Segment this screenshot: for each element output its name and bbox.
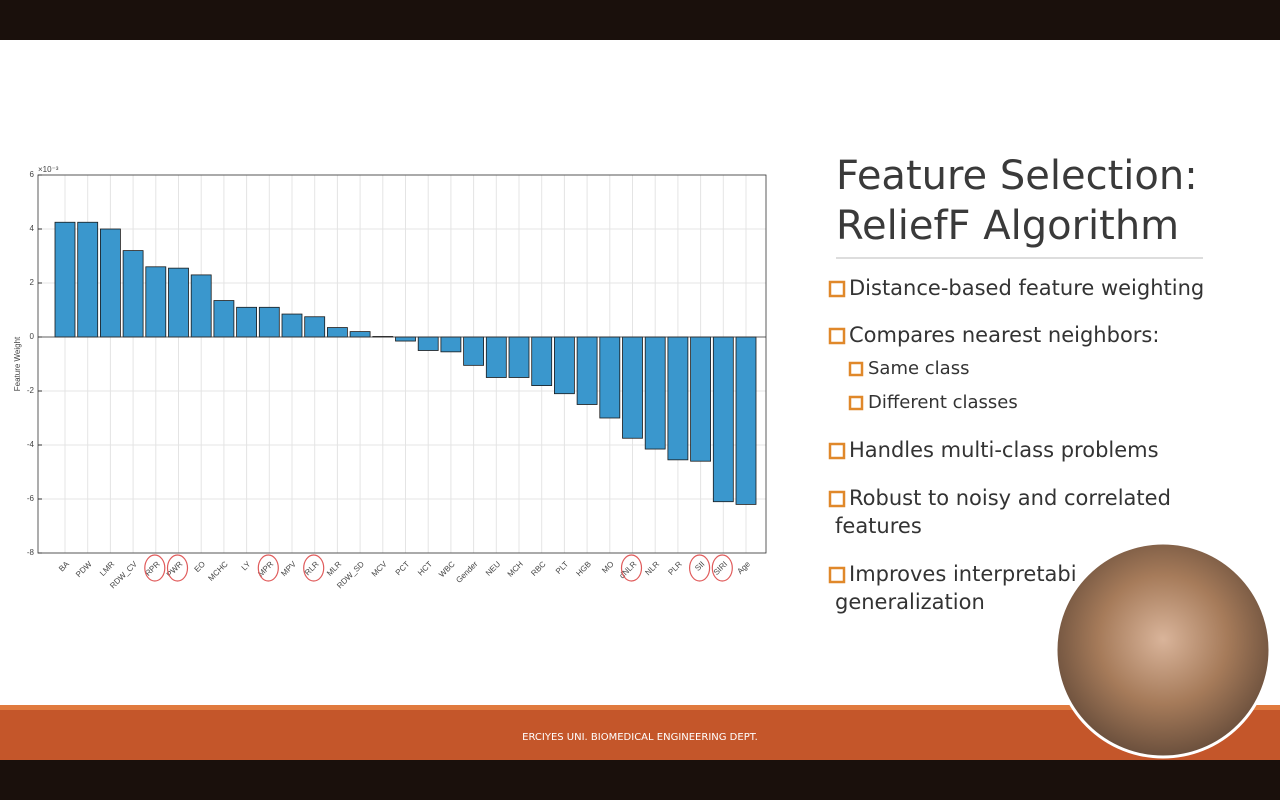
bar <box>54 221 76 338</box>
bar <box>326 327 348 338</box>
bar <box>395 336 416 342</box>
bar <box>690 336 711 462</box>
bullet-box <box>828 280 846 298</box>
bar <box>417 336 439 351</box>
plot-area <box>38 175 766 553</box>
y-tick-label: 2 <box>30 278 35 287</box>
label-circle <box>711 554 733 582</box>
bar <box>100 228 121 338</box>
label-circle <box>257 554 279 582</box>
bar <box>440 336 462 353</box>
y-exponent: ×10⁻³ <box>38 165 59 174</box>
bullet-box <box>828 490 846 508</box>
footer-band <box>0 705 1280 760</box>
bar <box>349 331 371 338</box>
bar <box>236 306 258 338</box>
bar <box>122 250 144 338</box>
bar <box>190 274 212 338</box>
bullet-box <box>828 566 846 584</box>
bar <box>508 336 530 378</box>
y-tick-label: 0 <box>30 332 35 341</box>
bar <box>599 336 621 419</box>
label-circle <box>303 554 325 582</box>
bullet-text: features <box>835 514 922 538</box>
label-circle <box>620 554 643 582</box>
bar <box>531 336 553 386</box>
top-bar <box>0 0 1280 40</box>
bar <box>213 300 235 338</box>
webcam-video <box>1054 541 1272 759</box>
bullet-box <box>828 442 846 460</box>
bullet-box <box>848 395 864 411</box>
plot-frame <box>37 174 767 554</box>
bullet-text: Distance-based feature weighting <box>849 276 1204 300</box>
y-tick-label: 4 <box>30 224 35 233</box>
bar <box>463 336 485 366</box>
bullet-text: generalization <box>835 590 985 614</box>
bar <box>554 336 575 395</box>
label-circle <box>166 554 189 582</box>
y-tick-label: -4 <box>27 440 35 449</box>
footer-accent <box>0 705 1280 710</box>
label-circle <box>688 554 711 582</box>
y-axis-label: Feature Weight <box>13 336 22 391</box>
bottom-bar <box>0 760 1280 800</box>
bullet-text: Handles multi-class problems <box>849 438 1159 462</box>
bar <box>485 336 507 378</box>
bullet-box <box>848 361 864 377</box>
sub-bullet-text: Same class <box>868 358 969 379</box>
bar <box>258 306 280 338</box>
bar <box>576 336 598 405</box>
y-tick-label: -8 <box>27 548 35 557</box>
bar <box>712 336 734 503</box>
bullet-text: Robust to noisy and correlated <box>849 486 1171 510</box>
bar <box>168 267 189 338</box>
y-tick-label: -6 <box>27 494 35 503</box>
bar <box>145 266 167 338</box>
bar <box>735 336 757 505</box>
label-circle <box>144 554 166 582</box>
slide-title: Feature Selection: <box>836 153 1198 199</box>
slide-title: ReliefF Algorithm <box>836 203 1179 249</box>
bar <box>304 316 326 338</box>
y-tick-label: -2 <box>27 386 35 395</box>
bullet-box <box>828 327 846 345</box>
sub-bullet-text: Different classes <box>868 392 1018 413</box>
bar <box>622 336 643 439</box>
bullet-text: Compares nearest neighbors: <box>849 323 1159 347</box>
slide-text: Feature Selection:ReliefF Algorithm Dista… <box>828 153 1204 614</box>
footer-text: ERCIYES UNI. BIOMEDICAL ENGINEERING DEPT… <box>522 732 758 743</box>
bar <box>644 336 666 450</box>
bar <box>281 313 303 338</box>
bullet-text: Improves interpretabi <box>849 562 1077 586</box>
y-tick-label: 6 <box>30 170 35 179</box>
bar <box>667 336 689 461</box>
bar <box>77 221 99 338</box>
